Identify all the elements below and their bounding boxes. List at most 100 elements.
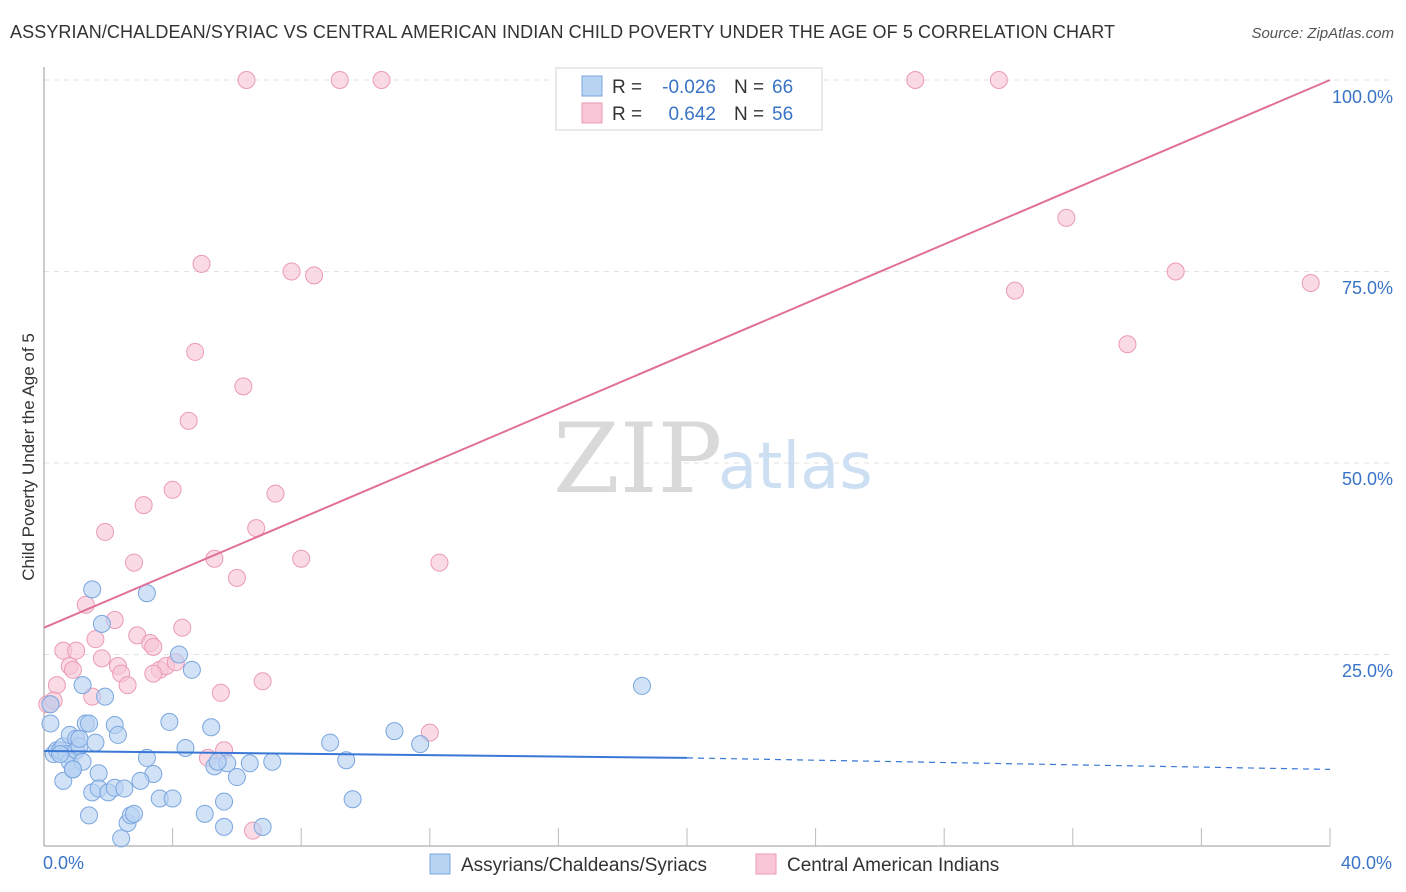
- central-american-indians-point-45: [420, 723, 439, 742]
- assyrians-point-63: [51, 745, 70, 764]
- assyrians-point-40: [160, 712, 179, 731]
- central-american-indians-point-46: [430, 553, 449, 572]
- central-american-indians-point-47: [906, 71, 925, 89]
- watermark-atlas: atlas: [718, 430, 873, 504]
- assyrians-point-62: [70, 729, 89, 748]
- central-american-indians-point-6: [67, 641, 86, 660]
- central-american-indians-point-52: [1166, 262, 1185, 281]
- assyrians-point-31: [112, 829, 131, 848]
- assyrians-point-1: [41, 714, 60, 733]
- assyrians-point-51: [227, 768, 246, 787]
- central-american-indians-point-44: [372, 71, 391, 89]
- assyrians-point-44: [182, 660, 201, 679]
- assyrians-point-61: [63, 760, 82, 779]
- y-tick-75: 75.0%: [1342, 278, 1393, 298]
- assyrians-point-45: [195, 804, 214, 823]
- assyrians-point-16: [73, 676, 92, 695]
- central-american-indians-point-15: [118, 676, 137, 695]
- source-label: Source: ZipAtlas.com: [1251, 25, 1394, 42]
- assyrians-point-0: [41, 695, 60, 714]
- legend-series: Assyrians/Chaldeans/Syriacs Central Amer…: [429, 853, 999, 876]
- central-american-indians-point-51: [1118, 335, 1137, 354]
- central-american-indians-point-31: [211, 683, 230, 702]
- central-american-indians-point-41: [292, 549, 311, 568]
- legend-swatch-blue: [581, 75, 603, 97]
- central-american-indians-point-2: [47, 676, 66, 695]
- assyrians-point-46: [202, 718, 221, 737]
- assyrians-point-26: [96, 687, 115, 706]
- central-american-indians-point-28: [192, 254, 211, 273]
- central-american-indians-point-38: [253, 672, 272, 691]
- legend-r-label-pink: R =: [612, 104, 642, 125]
- watermark-zip: ZIP: [553, 403, 722, 515]
- central-american-indians-point-40: [282, 262, 301, 281]
- assyrians-point-58: [385, 722, 404, 741]
- y-tick-100: 100.0%: [1332, 87, 1393, 107]
- central-american-indians-point-23: [163, 480, 182, 499]
- central-american-indians-point-50: [1057, 208, 1076, 227]
- central-american-indians-point-53: [1301, 273, 1320, 292]
- central-american-indians-point-39: [266, 484, 285, 503]
- legend-n-label-pink: N =: [734, 104, 764, 125]
- assyrians-point-57: [343, 790, 362, 809]
- legend-r-value-pink: 0.642: [668, 104, 716, 125]
- y-tick-50: 50.0%: [1342, 469, 1393, 489]
- legend-r-value-blue: -0.026: [662, 77, 716, 98]
- central-american-indians-point-35: [237, 71, 256, 89]
- legend-n-value-pink: 56: [772, 104, 793, 125]
- assyrians-point-32: [115, 779, 134, 798]
- central-american-indians-point-25: [173, 618, 192, 637]
- assyrians-point-25: [92, 614, 111, 633]
- central-american-indians-point-11: [96, 522, 115, 541]
- central-american-indians-point-55: [144, 664, 163, 683]
- assyrians-point-21: [83, 580, 102, 599]
- trend-line-central-american-indians: [43, 79, 1331, 629]
- assyrians-point-60: [632, 676, 651, 695]
- central-american-indians-point-10: [92, 649, 111, 668]
- series-assyrians: [41, 580, 651, 848]
- assyrians-point-64: [208, 752, 227, 771]
- legend-swatch-pink: [581, 102, 603, 124]
- assyrians-point-35: [125, 804, 144, 823]
- assyrians-point-56: [337, 751, 356, 770]
- central-american-indians-point-27: [186, 342, 205, 361]
- assyrians-point-43: [176, 738, 195, 757]
- y-axis-title: Child Poverty Under the Age of 5: [19, 333, 38, 581]
- assyrians-point-48: [215, 792, 234, 811]
- assyrians-point-65: [131, 771, 150, 790]
- central-american-indians-point-5: [63, 660, 82, 679]
- central-american-indians-point-26: [179, 411, 198, 430]
- trend-line-assyrians: [43, 750, 688, 759]
- watermark: ZIP atlas: [553, 403, 873, 515]
- x-tick-max: 40.0%: [1341, 853, 1392, 873]
- assyrians-point-22: [86, 733, 105, 752]
- assyrians-point-52: [240, 754, 259, 773]
- central-american-indians-point-33: [227, 568, 246, 587]
- legend-bottom-swatch-pink: [755, 853, 777, 875]
- central-american-indians-point-20: [144, 637, 163, 656]
- y-tick-25: 25.0%: [1342, 661, 1393, 681]
- legend-n-label-blue: N =: [734, 77, 764, 98]
- assyrians-point-42: [170, 645, 189, 664]
- x-tick-min: 0.0%: [43, 853, 84, 873]
- chart-title: ASSYRIAN/CHALDEAN/SYRIAC VS CENTRAL AMER…: [10, 22, 1116, 42]
- assyrians-point-59: [411, 735, 430, 754]
- assyrians-point-23: [89, 764, 108, 783]
- central-american-indians-point-18: [134, 496, 153, 515]
- central-american-indians-point-43: [330, 71, 349, 89]
- assyrians-point-41: [163, 789, 182, 808]
- axes: [43, 67, 1331, 847]
- assyrians-point-18: [80, 714, 99, 733]
- assyrians-point-49: [215, 817, 234, 836]
- assyrians-point-36: [137, 748, 156, 767]
- tick-labels: 0.0% 40.0% 25.0% 50.0% 75.0% 100.0%: [43, 87, 1393, 873]
- legend-stats: R = -0.026 N = 66 R = 0.642 N = 56: [555, 67, 823, 131]
- assyrians-point-5: [54, 771, 73, 790]
- assyrians-point-54: [263, 752, 282, 771]
- central-american-indians-point-9: [86, 630, 105, 649]
- assyrians-point-30: [108, 725, 127, 744]
- legend-bottom-swatch-blue: [429, 853, 451, 875]
- central-american-indians-point-48: [989, 71, 1008, 89]
- legend-bottom-label-pink: Central American Indians: [787, 855, 999, 876]
